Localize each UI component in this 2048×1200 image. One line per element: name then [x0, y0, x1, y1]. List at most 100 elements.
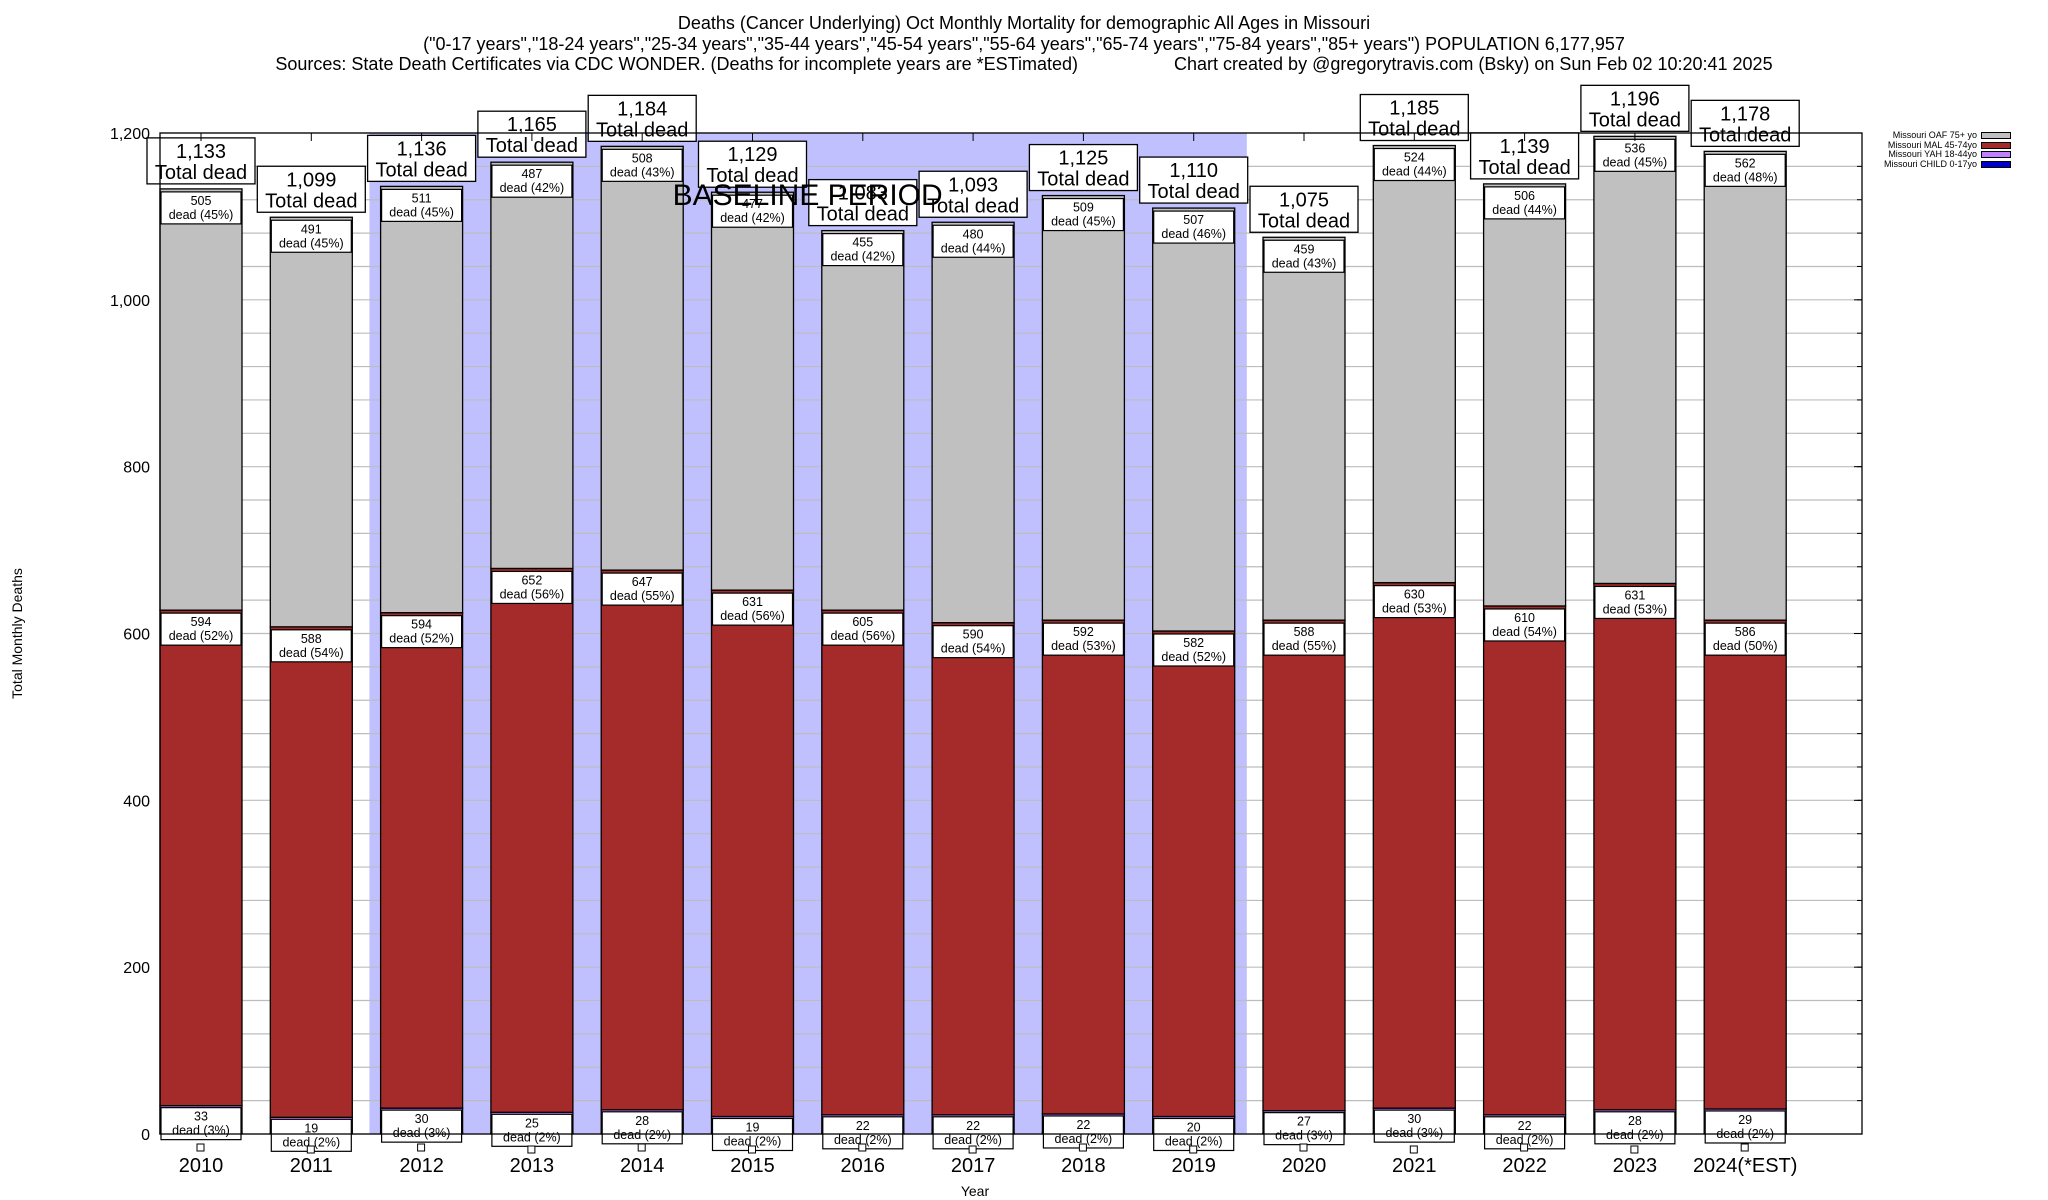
total-label-value: 1,139: [1500, 136, 1550, 158]
total-label-suffix: Total dead: [596, 119, 688, 141]
plot-frame: [159, 132, 1863, 1135]
bar-segment-mal: [931, 622, 1015, 1116]
segment-label-value: 459: [1294, 242, 1315, 256]
segment-label-box: [381, 615, 463, 649]
segment-label-value: 524: [1404, 151, 1425, 165]
bar-segment-mal: [1593, 582, 1677, 1111]
segment-label-box: [1594, 1111, 1676, 1145]
total-label-value: 1,125: [1058, 148, 1108, 170]
segment-label-percent: dead (2%): [944, 1133, 1002, 1147]
segment-label-percent: dead (53%): [1382, 602, 1447, 616]
segment-label-value: 20: [1187, 1120, 1201, 1134]
bar-segment-oaf: [1152, 207, 1236, 632]
segment-label-box: [1483, 1116, 1566, 1150]
segment-label-percent: dead (54%): [1492, 625, 1557, 639]
segment-label-box: [1373, 585, 1455, 619]
child-marker: [306, 1145, 315, 1154]
segment-label-percent: dead (3%): [1275, 1129, 1333, 1143]
segment-label-percent: dead (43%): [610, 165, 675, 179]
bar-segment-mal: [1482, 605, 1567, 1116]
y-tick-label: 800: [123, 460, 150, 477]
legend-label: Missouri MAL 45-74yo: [1887, 139, 1978, 150]
x-tick-label: 2010: [179, 1155, 224, 1177]
segment-label-box: [1042, 622, 1125, 656]
bar-segment-oaf: [159, 188, 243, 611]
legend-item: Missouri MAL 45-74yo: [1884, 139, 2012, 151]
segment-label-percent: dead (3%): [1385, 1126, 1443, 1140]
legend-swatch-oaf: [1981, 132, 2012, 140]
segment-label-box: [1594, 138, 1676, 172]
segment-label-box: [1373, 1109, 1455, 1143]
total-label-box: [918, 170, 1028, 218]
legend-label: Missouri OAF 75+ yo: [1892, 130, 1978, 140]
x-tick-label: 2017: [951, 1155, 996, 1177]
x-tick-label: 2015: [730, 1155, 775, 1177]
segment-label-percent: dead (56%): [830, 629, 895, 643]
segment-label-value: 594: [411, 618, 432, 632]
chart-subtitle: ("0-17 years","18-24 years","25-34 years…: [423, 34, 1625, 54]
segment-label-box: [1042, 197, 1125, 232]
total-label-suffix: Total dead: [1037, 169, 1129, 191]
segment-label-value: 19: [746, 1120, 760, 1134]
bar-segment-mal: [600, 569, 684, 1111]
segment-label-box: [932, 625, 1014, 659]
legend-label: Missouri CHILD 0-17yo: [1884, 158, 1978, 169]
segment-label-box: [1594, 585, 1676, 620]
x-tick-label: 2024(*EST): [1693, 1155, 1798, 1177]
segment-label-percent: dead (2%): [724, 1134, 782, 1148]
y-tick-label: 200: [123, 960, 150, 977]
segment-label-percent: dead (52%): [389, 632, 454, 646]
segment-label-box: [1263, 1112, 1345, 1146]
segment-label-percent: dead (2%): [1055, 1132, 1113, 1146]
segment-label-value: 22: [966, 1119, 980, 1133]
segment-label-value: 505: [191, 194, 212, 208]
total-label-value: 1,165: [507, 114, 557, 136]
segment-label-box: [491, 164, 573, 198]
segment-label-box: [1263, 239, 1345, 273]
segment-label-value: 19: [304, 1121, 318, 1135]
bar-segment-oaf: [600, 145, 684, 571]
x-tick-label: 2013: [510, 1155, 555, 1177]
segment-label-value: 594: [191, 615, 212, 629]
legend: Missouri OAF 75+ yo Missouri MAL 45-74yo…: [1884, 130, 2012, 169]
child-marker: [1189, 1145, 1198, 1154]
segment-label-value: 508: [632, 151, 653, 165]
bar-segment-oaf: [1703, 150, 1787, 621]
bar-segment-oaf: [1262, 236, 1346, 621]
total-label-value: 1,110: [1169, 160, 1218, 182]
y-tick-label: 0: [141, 1127, 150, 1144]
legend-swatch-child: [1981, 160, 2012, 168]
legend-item: Missouri OAF 75+ yo: [1884, 130, 2012, 141]
total-label-value: 1,075: [1279, 189, 1329, 211]
segment-label-value: 28: [1628, 1114, 1642, 1128]
total-label-value: 1,185: [1389, 98, 1439, 120]
segment-label-value: 511: [412, 191, 432, 205]
segment-label-value: 455: [852, 236, 873, 250]
segment-label-box: [822, 612, 904, 646]
bar-segment-oaf: [1593, 135, 1677, 585]
total-label-suffix: Total dead: [706, 165, 798, 187]
segment-label-box: [381, 1109, 463, 1143]
x-tick-label: 2019: [1171, 1155, 1216, 1177]
segment-label-value: 27: [1297, 1115, 1311, 1129]
total-label-suffix: Total dead: [155, 162, 247, 184]
bar-segment-mal: [1262, 619, 1346, 1112]
segment-label-percent: dead (45%): [279, 236, 344, 250]
child-marker: [527, 1145, 536, 1154]
segment-label-value: 631: [742, 595, 763, 609]
child-marker: [968, 1145, 977, 1154]
segment-label-box: [1153, 633, 1235, 667]
